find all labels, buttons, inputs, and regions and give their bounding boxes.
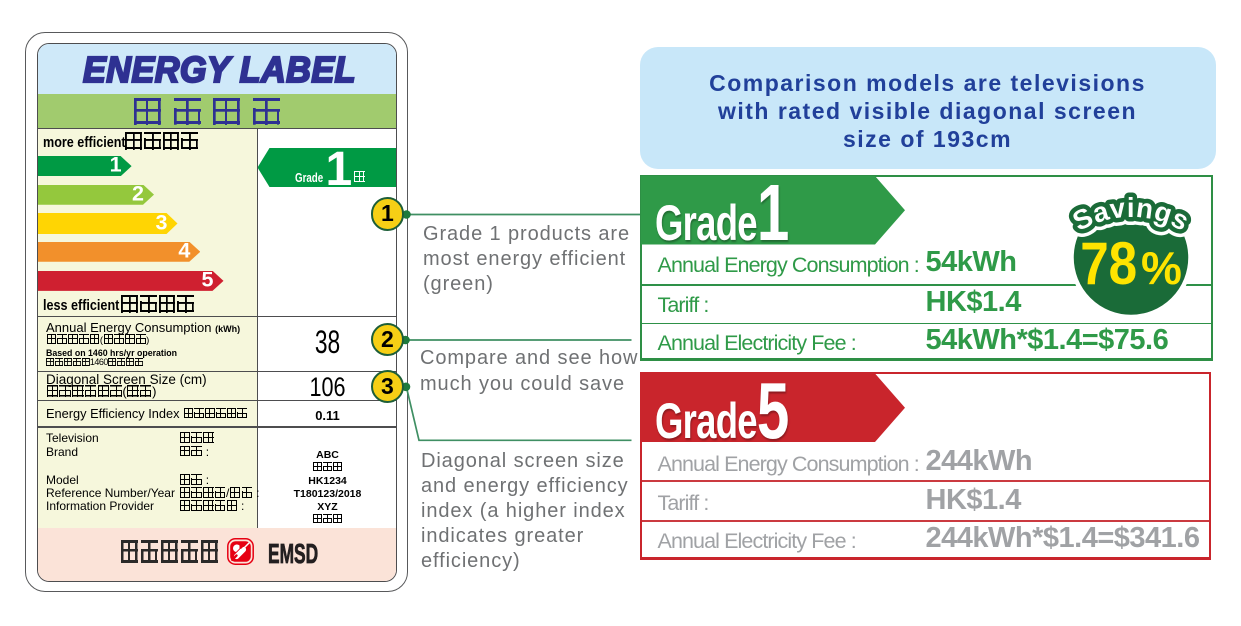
svg-text:78: 78 (1080, 230, 1137, 297)
svg-text:%: % (1141, 242, 1182, 294)
